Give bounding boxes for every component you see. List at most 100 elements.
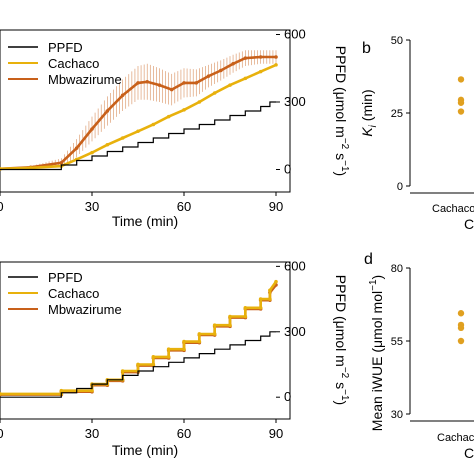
legend-cachaco-label: Cachaco — [48, 286, 99, 301]
y2-tick-label: 300 — [284, 94, 306, 109]
x-tick-label: 90 — [269, 426, 283, 441]
cachaco-data-point — [457, 108, 465, 115]
x-tick-label: 0 — [0, 426, 4, 441]
y-tick-label: 50 — [391, 35, 403, 47]
y-tick-label: 0 — [397, 181, 403, 193]
y-tick-label: 25 — [391, 108, 403, 120]
panel-a: 0 30 60 90 Time (min) 0 300 600 PPFD (μmol m−… — [0, 27, 350, 229]
panel-c-x-label: Time (min) — [112, 442, 178, 458]
mbwazirume-data-point — [194, 81, 199, 85]
panel-c-plot-area — [0, 279, 278, 398]
panel-b-x-label-partial: C — [464, 216, 474, 232]
cachaco-data-point — [182, 108, 186, 112]
y2-tick-label: 300 — [284, 324, 306, 339]
panel-a-legend: PPFD Cachaco Mbwazirume — [8, 40, 122, 87]
y2-tick-label: 600 — [284, 27, 306, 42]
panel-b: b 0 25 50 Ki (min) Cachaco C — [359, 35, 474, 232]
legend-ppfd-label: PPFD — [48, 40, 83, 55]
mbwazirume-data-point — [90, 127, 94, 131]
cachaco-data-point — [243, 76, 248, 81]
cachaco-data-point — [457, 310, 465, 317]
x-tick-label: 30 — [85, 199, 99, 214]
panel-c-legend: PPFD Cachaco Mbwazirume — [8, 270, 122, 317]
cachaco-data-point — [268, 297, 272, 301]
mbwazirume-data-point — [243, 56, 248, 60]
mbwazirume-data-point — [145, 79, 149, 84]
cachaco-data-point — [166, 355, 171, 359]
cachaco-data-point — [90, 388, 94, 393]
cachaco-data-point — [457, 324, 465, 332]
cachaco-data-point — [151, 355, 156, 359]
panel-b-x-category: Cachaco — [432, 203, 474, 215]
panel-b-y-label: Ki (min) — [359, 89, 379, 136]
ppfd-series-line — [0, 101, 276, 171]
cachaco-data-point — [151, 122, 156, 127]
cachaco-data-point — [105, 142, 110, 147]
cachaco-data-point — [212, 323, 217, 328]
x-tick-label: 60 — [177, 426, 191, 441]
cachaco-data-point — [59, 388, 64, 393]
mbwazirume-data-point — [274, 55, 278, 59]
cachaco-data-point — [90, 150, 94, 155]
panel-c-frame — [0, 261, 291, 420]
cachaco-data-point — [182, 347, 186, 352]
cachaco-data-point — [228, 314, 232, 319]
panel-a-plot-area — [0, 50, 278, 171]
panel-b-letter: b — [362, 40, 371, 57]
cachaco-series-line — [0, 280, 278, 396]
panel-c-x-ticks: 0 30 60 90 — [0, 419, 283, 441]
mbwazirume-data-point — [105, 109, 110, 113]
cachaco-data-point — [274, 63, 278, 67]
cachaco-data-point — [258, 297, 263, 301]
panel-d-y-label: Mean iWUE (μmol mol−1) — [368, 275, 385, 431]
mbwazirume-data-point — [258, 55, 263, 59]
panel-a-y2-label: PPFD (μmol m−2 s−1) — [333, 46, 350, 176]
legend-cachaco-label: Cachaco — [48, 56, 99, 71]
mbwazirume-data-point — [157, 83, 162, 87]
mbwazirume-data-point — [231, 61, 235, 66]
panel-d-letter: d — [364, 251, 373, 268]
cachaco-data-point — [274, 279, 278, 284]
cachaco-data-point — [197, 100, 202, 104]
cachaco-data-point — [243, 305, 248, 310]
mbwazirume-series-line — [0, 284, 278, 396]
mbwazirume-data-point — [120, 93, 125, 98]
ppfd-series-line — [0, 331, 276, 398]
cachaco-data-point — [182, 339, 186, 344]
panel-a-x-ticks: 0 30 60 90 — [0, 192, 283, 214]
panel-a-y2-ticks: 0 300 600 — [276, 27, 306, 177]
cachaco-data-point — [243, 314, 248, 319]
x-tick-label: 0 — [0, 199, 4, 214]
cachaco-data-point — [136, 129, 140, 134]
y2-tick-label: 0 — [284, 389, 291, 404]
panel-b-plot-area — [457, 76, 465, 115]
panel-d-x-label-partial: C — [464, 445, 474, 461]
panel-c-y2-ticks: 0 300 600 — [276, 258, 306, 404]
cachaco-data-point — [197, 332, 202, 336]
panel-d-x-category: Cachaco — [437, 432, 474, 444]
panel-a-x-label: Time (min) — [112, 213, 178, 229]
cachaco-data-point — [120, 369, 125, 373]
mbwazirume-data-point — [206, 74, 211, 78]
mbwazirume-data-point — [182, 81, 186, 85]
panel-c: 0 30 60 90 Time (min) 0 300 600 PPFD (μmol m−… — [0, 258, 350, 458]
y-tick-label: 30 — [391, 409, 403, 421]
y2-tick-label: 0 — [284, 162, 291, 177]
cachaco-data-point — [197, 339, 202, 344]
panel-c-y2-label: PPFD (μmol m−2 s−1) — [333, 275, 350, 405]
panel-d-plot-area — [457, 310, 465, 345]
x-tick-label: 30 — [85, 426, 99, 441]
cachaco-data-point — [151, 362, 156, 367]
mbwazirume-data-point — [136, 81, 140, 85]
cachaco-data-point — [258, 69, 263, 74]
cachaco-data-point — [228, 323, 232, 328]
legend-ppfd-label: PPFD — [48, 270, 83, 285]
legend-mbwazirume-label: Mbwazirume — [48, 302, 122, 317]
x-tick-label: 90 — [269, 199, 283, 214]
cachaco-data-point — [228, 83, 232, 87]
cachaco-data-point — [212, 332, 217, 336]
cachaco-data-point — [136, 362, 140, 367]
mbwazirume-data-point — [74, 146, 79, 150]
